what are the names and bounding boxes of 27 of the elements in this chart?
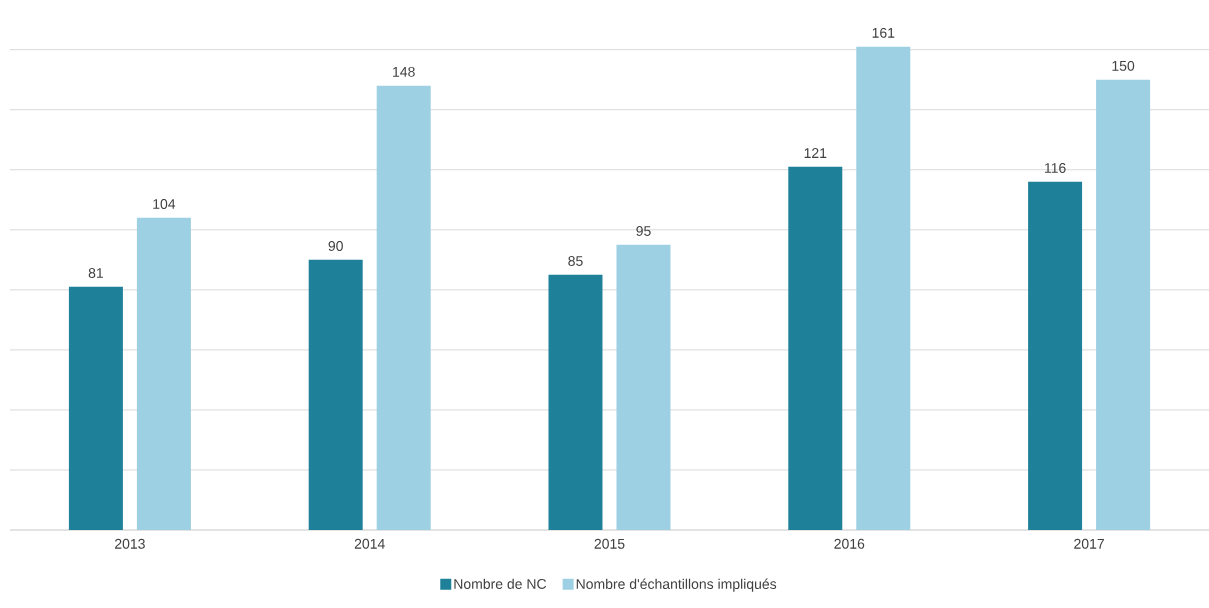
bar [136,217,191,530]
data-label: 104 [153,199,176,209]
bar [616,244,671,530]
data-label: 121 [804,148,827,158]
x-tick-label: 2017 [1074,538,1104,549]
data-label: 148 [393,66,415,77]
data-label: 95 [636,226,651,236]
x-tick-label: 2014 [354,538,385,549]
data-label: 116 [1044,162,1066,173]
bar [68,286,123,530]
x-tick-label: 2013 [115,538,145,549]
bar [376,85,431,530]
x-tick-label: 2016 [834,538,865,549]
bar [788,166,843,530]
bar [1096,79,1151,530]
bar [308,259,363,530]
bar [548,274,603,530]
data-label: 81 [88,268,103,278]
bar [856,46,911,530]
x-tick-label: 2015 [594,538,625,549]
bar [1028,181,1083,530]
legend-label: Nombre de NC [454,578,547,589]
data-label: 90 [328,241,343,251]
data-label: 161 [872,27,895,38]
data-label: 150 [1112,60,1135,71]
data-label: 85 [568,256,583,266]
legend-label: Nombre d'échantillons impliqués [576,578,777,592]
